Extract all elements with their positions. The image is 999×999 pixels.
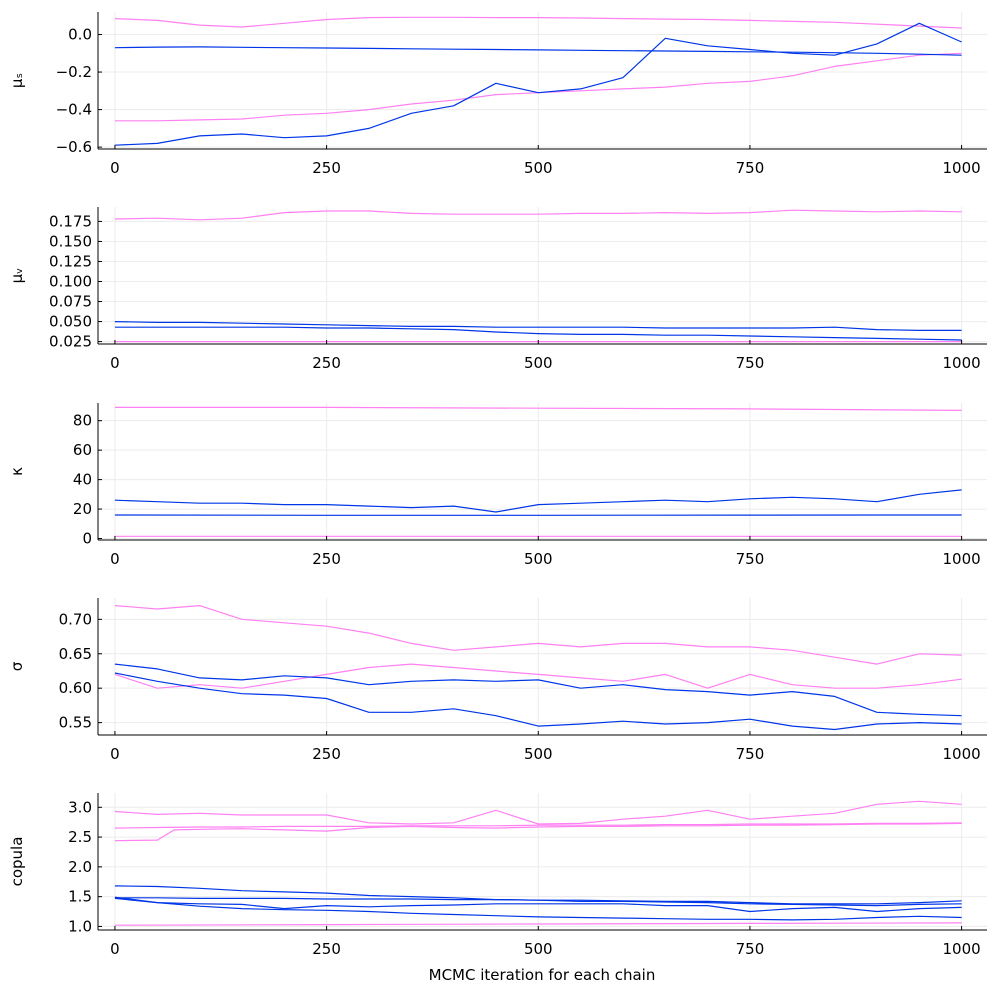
x-tick-label: 250 (312, 159, 341, 177)
trace-panels: 0 250 500 750 1000 −0.6 −0.4 −0.2 0.0 μₛ 0 250 500 75… (8, 12, 987, 958)
x-tick-label: 750 (736, 354, 765, 372)
y-tick-label: 0.60 (59, 679, 92, 697)
x-tick-label: 750 (736, 940, 765, 958)
series-line-1 (114, 800, 962, 825)
y-tick-label: 0.125 (49, 252, 92, 270)
y-tick-label: 0.100 (49, 273, 92, 291)
series-line-3 (114, 663, 962, 717)
y-tick-label: 3.0 (68, 798, 92, 816)
x-tick-label: 1000 (943, 354, 981, 372)
series-line-3 (114, 46, 962, 56)
y-tick-label: 2.5 (68, 828, 92, 846)
x-axis-title: MCMC iteration for each chain (429, 966, 656, 984)
panel-2: 0 250 500 750 1000 0.025 0.050 0.075 0.100 0.125 0… (8, 207, 987, 372)
y-tick-label: 0.025 (49, 333, 92, 351)
series-line-4 (114, 326, 962, 341)
y-axis-title: κ (8, 467, 26, 476)
x-tick-label: 0 (110, 745, 120, 763)
x-tick-label: 250 (312, 550, 341, 568)
y-tick-label: 1.0 (68, 917, 92, 935)
series-line-3 (114, 321, 962, 331)
y-tick-label: 0.55 (59, 714, 92, 732)
x-tick-label: 0 (110, 354, 120, 372)
y-tick-label: 0.65 (59, 645, 92, 663)
x-tick-label: 0 (110, 550, 120, 568)
y-tick-label: 1.5 (68, 888, 92, 906)
series-line-1 (114, 604, 962, 665)
series-line-6 (114, 897, 962, 905)
series-line-8 (114, 897, 962, 921)
series-line-3 (114, 822, 962, 842)
series-line-7 (114, 896, 962, 913)
panel-1: 0 250 500 750 1000 −0.6 −0.4 −0.2 0.0 μₛ (8, 12, 987, 177)
series-line-1 (114, 209, 962, 221)
x-tick-label: 500 (524, 354, 553, 372)
y-tick-label: −0.6 (56, 138, 92, 156)
x-tick-label: 500 (524, 550, 553, 568)
x-tick-label: 1000 (943, 745, 981, 763)
x-tick-label: 250 (312, 940, 341, 958)
x-tick-label: 0 (110, 940, 120, 958)
series-line-4 (114, 672, 962, 731)
x-tick-label: 500 (524, 940, 553, 958)
y-axis-title: μₛ (8, 73, 26, 88)
y-tick-label: 0.0 (68, 26, 92, 44)
series-line-2 (114, 663, 962, 689)
panel-5: 0 250 500 750 1000 1.0 1.5 2.0 2.5 3.0 copula (8, 793, 987, 958)
x-tick-label: 1000 (943, 159, 981, 177)
y-tick-label: 0.70 (59, 610, 92, 628)
series-line-2 (114, 822, 962, 829)
series-line-4 (114, 922, 962, 926)
x-tick-label: 1000 (943, 940, 981, 958)
x-tick-label: 750 (736, 550, 765, 568)
x-tick-label: 500 (524, 159, 553, 177)
y-tick-label: −0.2 (56, 63, 92, 81)
y-tick-label: 0.150 (49, 232, 92, 250)
y-tick-label: 40 (73, 471, 92, 489)
y-tick-label: 0.175 (49, 212, 92, 230)
series-line-4 (114, 22, 962, 146)
x-tick-label: 1000 (943, 550, 981, 568)
x-tick-label: 0 (110, 159, 120, 177)
x-tick-label: 750 (736, 159, 765, 177)
series-line-1 (114, 406, 962, 411)
panel-3: 0 250 500 750 1000 0 20 40 60 80 κ (8, 403, 987, 568)
y-tick-label: 20 (73, 500, 92, 518)
y-tick-label: 0.075 (49, 293, 92, 311)
x-tick-label: 250 (312, 354, 341, 372)
y-tick-label: 2.0 (68, 858, 92, 876)
y-axis-title: μᵥ (8, 268, 26, 284)
y-tick-label: 80 (73, 412, 92, 430)
x-tick-label: 750 (736, 745, 765, 763)
y-tick-label: −0.4 (56, 101, 92, 119)
y-tick-label: 0 (82, 530, 92, 548)
y-tick-label: 0.050 (49, 313, 92, 331)
panel-4: 0 250 500 750 1000 0.55 0.60 0.65 0.70 σ (8, 598, 987, 763)
series-line-1 (114, 16, 962, 29)
x-tick-label: 500 (524, 745, 553, 763)
y-axis-title: copula (8, 837, 26, 887)
series-line-3 (114, 489, 962, 513)
x-tick-label: 250 (312, 745, 341, 763)
y-tick-label: 60 (73, 441, 92, 459)
y-axis-title: σ (8, 661, 26, 671)
